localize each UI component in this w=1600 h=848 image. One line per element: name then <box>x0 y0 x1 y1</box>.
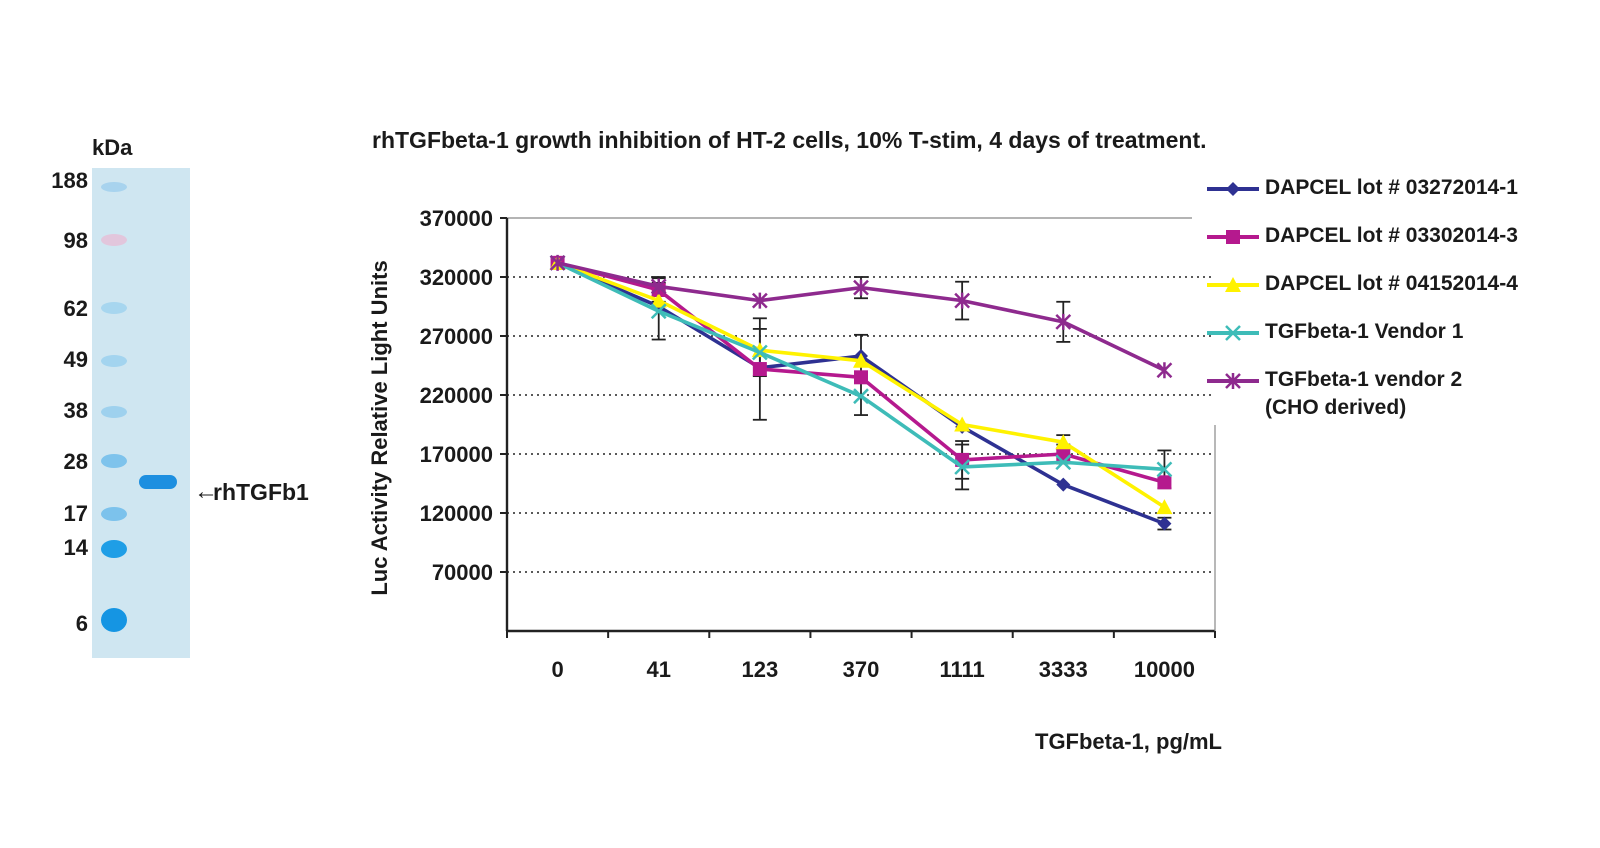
x-tick-label: 0 <box>551 657 563 682</box>
data-point <box>752 362 767 377</box>
ladder-band-14 <box>101 540 127 558</box>
y-axis-title: Luc Activity Relative Light Units <box>367 260 392 595</box>
legend-item: DAPCEL lot # 04152014-4 <box>1205 268 1595 316</box>
data-point <box>1055 434 1072 450</box>
x-tick-label: 10000 <box>1134 657 1195 682</box>
data-point <box>853 388 869 405</box>
gel-image <box>92 168 190 658</box>
gel-unit-label: kDa <box>92 135 133 160</box>
axes <box>500 217 1216 638</box>
legend-item: TGFbeta-1 Vendor 1 <box>1205 316 1595 364</box>
data-point <box>650 303 667 320</box>
mw-marker-49: 49 <box>63 347 88 372</box>
data-point <box>954 416 971 432</box>
legend-swatch <box>1207 277 1259 292</box>
legend: DAPCEL lot # 03272014-1 DAPCEL lot # 0330… <box>1205 172 1595 419</box>
x-tick-label: 3333 <box>1039 657 1088 682</box>
data-point <box>954 459 971 475</box>
legend-label: DAPCEL lot # 04152014-4 <box>1265 272 1518 295</box>
legend-swatch <box>1207 325 1259 341</box>
mw-marker-14: 14 <box>63 535 88 560</box>
x-tick-label: 1111 <box>939 657 984 682</box>
mw-marker-62: 62 <box>63 296 88 321</box>
data-point <box>1225 373 1241 389</box>
legend-item: DAPCEL lot # 03272014-1 <box>1205 172 1595 220</box>
legend-swatch <box>1207 373 1259 389</box>
legend-label: TGFbeta-1 Vendor 1 <box>1265 320 1464 343</box>
y-tick-label: 70000 <box>432 560 493 585</box>
mw-marker-188: 188 <box>51 168 88 193</box>
y-tick-label: 320000 <box>420 265 493 290</box>
legend-label: TGFbeta-1 vendor 2 (CHO derived) <box>1265 368 1463 419</box>
y-tick-label: 120000 <box>420 501 493 526</box>
y-tick-label: 170000 <box>420 442 493 467</box>
data-point <box>1157 475 1172 490</box>
tick-labels: 370000 320000 270000 220000 170000 120000 7000… <box>420 206 1195 682</box>
series-4 <box>549 254 1173 478</box>
legend-item: TGFbeta-1 vendor 2 (CHO derived) <box>1205 364 1595 419</box>
legend-swatch <box>1207 182 1259 196</box>
band-arrow-icon: ← <box>194 478 218 505</box>
data-point <box>650 278 667 295</box>
mw-marker-17: 17 <box>63 501 88 526</box>
chart-title: rhTGFbeta-1 growth inhibition of HT-2 ce… <box>372 127 1207 153</box>
data-point <box>1056 477 1071 492</box>
legend-label: DAPCEL lot # 03302014-3 <box>1265 224 1518 247</box>
x-axis-title: TGFbeta-1, pg/mL <box>1035 729 1222 754</box>
x-tick-label: 370 <box>843 657 880 682</box>
data-point <box>1055 454 1072 471</box>
ladder-band-62 <box>101 302 127 314</box>
sample-band <box>139 475 177 489</box>
data-point <box>1156 499 1173 515</box>
legend-swatch <box>1207 230 1259 244</box>
y-tick-label: 220000 <box>420 383 493 408</box>
mw-marker-38: 38 <box>63 398 88 423</box>
data-point <box>1156 461 1173 478</box>
y-tick-label: 270000 <box>420 324 493 349</box>
data-point <box>650 292 667 308</box>
data-point <box>1055 313 1072 330</box>
band-label: rhTGFb1 <box>213 479 309 505</box>
ladder-band-49 <box>101 355 127 367</box>
error-bars <box>651 276 1172 531</box>
series-layer <box>549 254 1173 531</box>
x-tick-label: 41 <box>646 657 670 682</box>
series-5 <box>549 254 1173 379</box>
data-point <box>1226 182 1240 196</box>
ladder-band-28 <box>101 454 127 468</box>
legend-label: DAPCEL lot # 03272014-1 <box>1265 176 1518 199</box>
ladder-band-6 <box>101 608 127 632</box>
data-point <box>751 344 768 361</box>
ladder-band-38 <box>101 406 127 418</box>
data-point <box>549 254 566 271</box>
data-point <box>1226 230 1240 244</box>
data-point <box>954 292 971 309</box>
mw-marker-98: 98 <box>63 228 88 253</box>
data-point <box>1157 516 1172 531</box>
mw-marker-6: 6 <box>75 611 88 636</box>
data-point <box>854 370 868 385</box>
x-tick-label: 123 <box>741 657 778 682</box>
gel-panel: kDa 188 98 62 49 38 28 17 14 6 ← rhTGFb1 <box>0 0 330 848</box>
data-point <box>1225 277 1241 292</box>
mw-marker-28: 28 <box>63 449 88 474</box>
legend-item: DAPCEL lot # 03302014-3 <box>1205 220 1595 268</box>
data-point <box>751 292 768 309</box>
y-tick-label: 370000 <box>420 206 493 231</box>
ladder-band-98 <box>101 234 127 246</box>
data-point <box>1156 362 1173 379</box>
data-point <box>1225 325 1241 341</box>
data-point <box>853 279 869 296</box>
ladder-band-17 <box>101 507 127 521</box>
data-point <box>853 352 869 368</box>
ladder-band-188 <box>101 182 127 192</box>
